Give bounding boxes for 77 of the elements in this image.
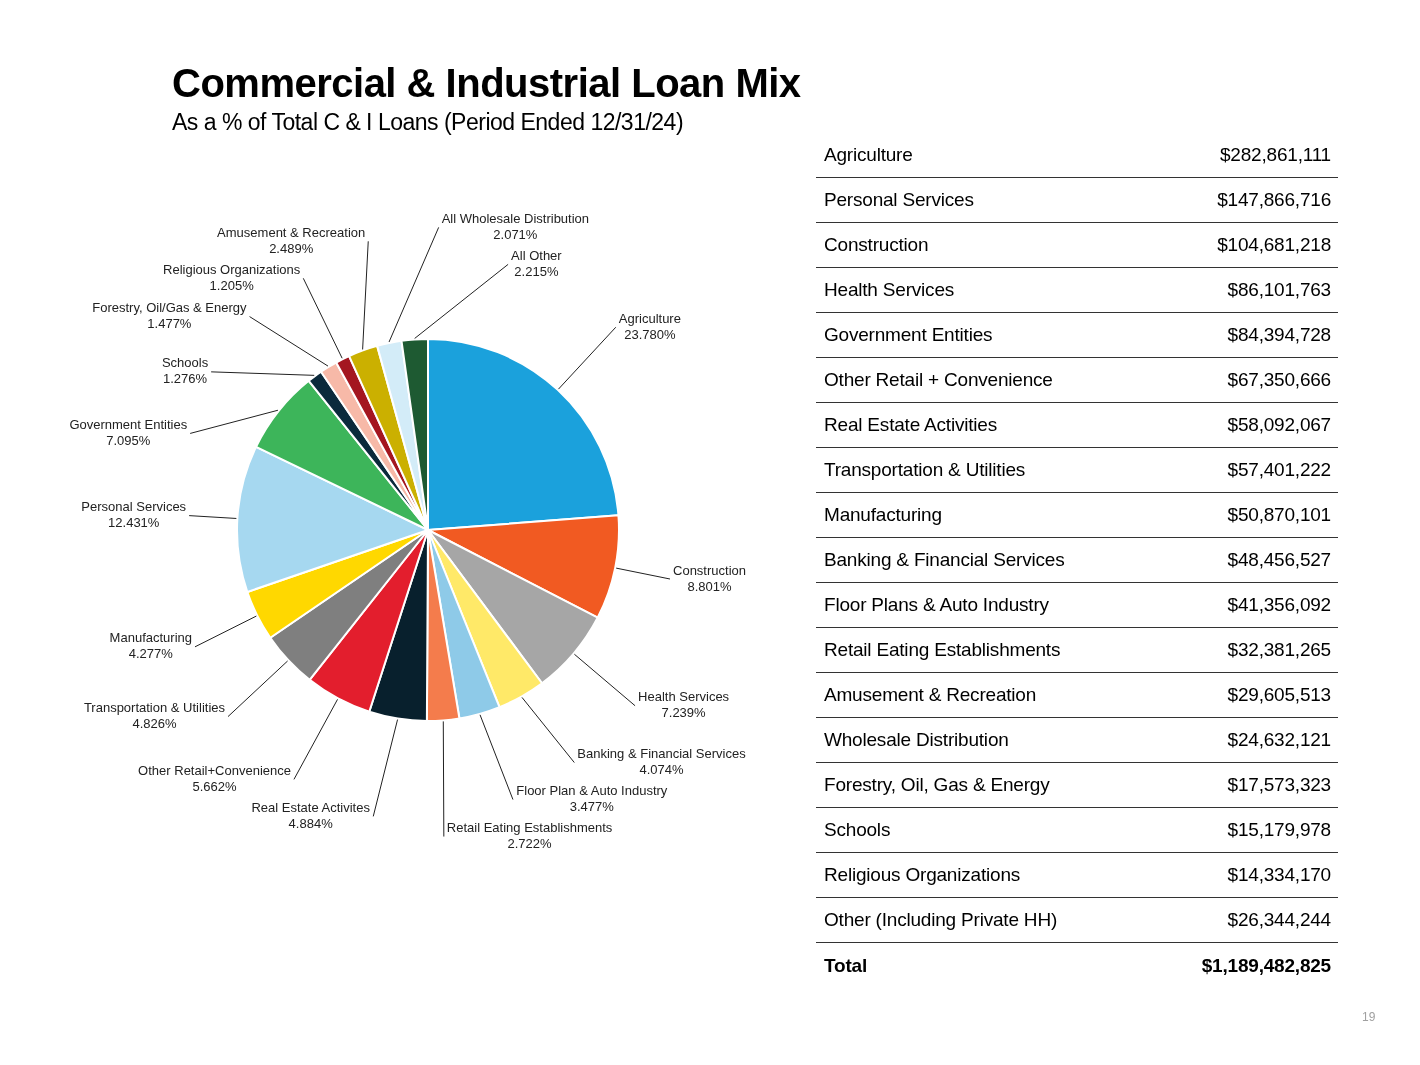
data-label: 7.095%	[106, 433, 151, 448]
category-label: Government Entities	[824, 324, 993, 346]
slice-label: Retail Eating Establishments	[446, 820, 613, 836]
category-label: Health Services	[824, 279, 955, 301]
text: $29,605,513	[1227, 684, 1331, 705]
text: $24,632,121	[1227, 729, 1331, 750]
slice-label: Agriculture	[618, 310, 681, 326]
category-label: Religious Organizations	[824, 864, 1021, 886]
slice-label: Personal Services	[81, 499, 187, 515]
text: $32,381,265	[1227, 639, 1331, 660]
slice-label: Real Estate Activites	[251, 799, 371, 815]
slice-label: Forestry, Oil/Gas & Energy	[92, 300, 248, 316]
slice-label: Schools	[161, 355, 209, 371]
slice-label: All Wholesale Distribution	[441, 210, 590, 226]
slice-label: Floor Plan & Auto Industry	[516, 783, 668, 799]
data-label: 2.215%	[514, 263, 559, 279]
text: $26,344,244	[1227, 909, 1331, 930]
slice-label: Amusement & Recreation	[217, 224, 366, 240]
data-label: 4.277%	[128, 646, 174, 662]
text: $50,870,101	[1227, 504, 1331, 525]
chart-subtitle: As a % of Total C & I Loans (Period Ended 12/31/24)	[172, 109, 684, 136]
slice-label: Manufacturing	[109, 630, 192, 646]
text: $17,573,323	[1227, 774, 1331, 795]
data-label: 4.826%	[132, 716, 177, 732]
data-label: 8.801%	[687, 578, 732, 594]
category-label: Construction	[824, 234, 929, 256]
category-label: Manufacturing	[824, 504, 942, 526]
category-label: Other (Including Private HH)	[824, 909, 1058, 931]
slice-label: Health Services	[638, 689, 730, 705]
slice-label: All Other	[511, 247, 563, 263]
data-label: 12.431%	[108, 515, 160, 531]
slice-label: Transportation & Utilities	[83, 700, 226, 716]
data-label: 2.071%	[493, 226, 538, 242]
text: $282,861,111	[1219, 144, 1331, 165]
text: $86,101,763	[1227, 279, 1331, 300]
data-label: 1.205%	[209, 277, 255, 293]
data-label: 23.780%	[624, 326, 676, 342]
data-label: 3.477%	[569, 799, 615, 815]
data-label: 4.074%	[639, 762, 684, 778]
category-label: Banking & Financial Services	[824, 549, 1065, 571]
category-label: Personal Services	[824, 189, 974, 211]
text: $84,394,728	[1227, 324, 1331, 345]
data-label: 5.662%	[192, 778, 238, 794]
text: $14,334,170	[1227, 864, 1331, 885]
text: $104,681,218	[1217, 234, 1331, 255]
category-label: Retail Eating Establishments	[824, 639, 1061, 661]
slice-label: Banking & Financial Services	[577, 746, 747, 762]
category-label: Wholesale Distribution	[824, 729, 1009, 751]
category-label: Transportation & Utilities	[824, 459, 1026, 481]
slice-label: Construction	[673, 562, 746, 578]
category-label: Real Estate Activities	[824, 414, 998, 436]
text: $41,356,092	[1227, 594, 1331, 615]
slice-label: Religious Organizations	[163, 261, 301, 277]
text: $15,179,978	[1227, 819, 1331, 840]
data-label: 4.884%	[288, 815, 334, 831]
text: $147,866,716	[1217, 189, 1331, 210]
category-label: Schools	[824, 819, 891, 841]
text: $1,189,482,825	[1201, 954, 1331, 976]
data-label: 1.477%	[147, 316, 192, 332]
data-label: 2.722%	[507, 836, 553, 852]
text: $48,456,527	[1227, 549, 1331, 570]
category-label: Agriculture	[824, 144, 913, 166]
slice-label: Government Entities	[69, 417, 188, 432]
data-label: 1.276%	[162, 371, 208, 387]
category-label: Forestry, Oil, Gas & Energy	[824, 774, 1050, 796]
text: $58,092,067	[1227, 414, 1331, 435]
text: 19	[1362, 1010, 1376, 1024]
category-label: Other Retail + Convenience	[824, 369, 1053, 391]
text: $67,350,666	[1227, 369, 1331, 390]
category-label: Amusement & Recreation	[824, 684, 1037, 706]
category-label: Floor Plans & Auto Industry	[824, 594, 1049, 616]
data-label: 2.489%	[269, 240, 314, 256]
data-label: 7.239%	[661, 705, 707, 721]
text: $57,401,222	[1227, 459, 1331, 480]
chart-title: Commercial & Industrial Loan Mix	[172, 61, 801, 106]
category-label: Total	[824, 954, 867, 977]
slice-label: Other Retail+Convenience	[138, 762, 291, 778]
